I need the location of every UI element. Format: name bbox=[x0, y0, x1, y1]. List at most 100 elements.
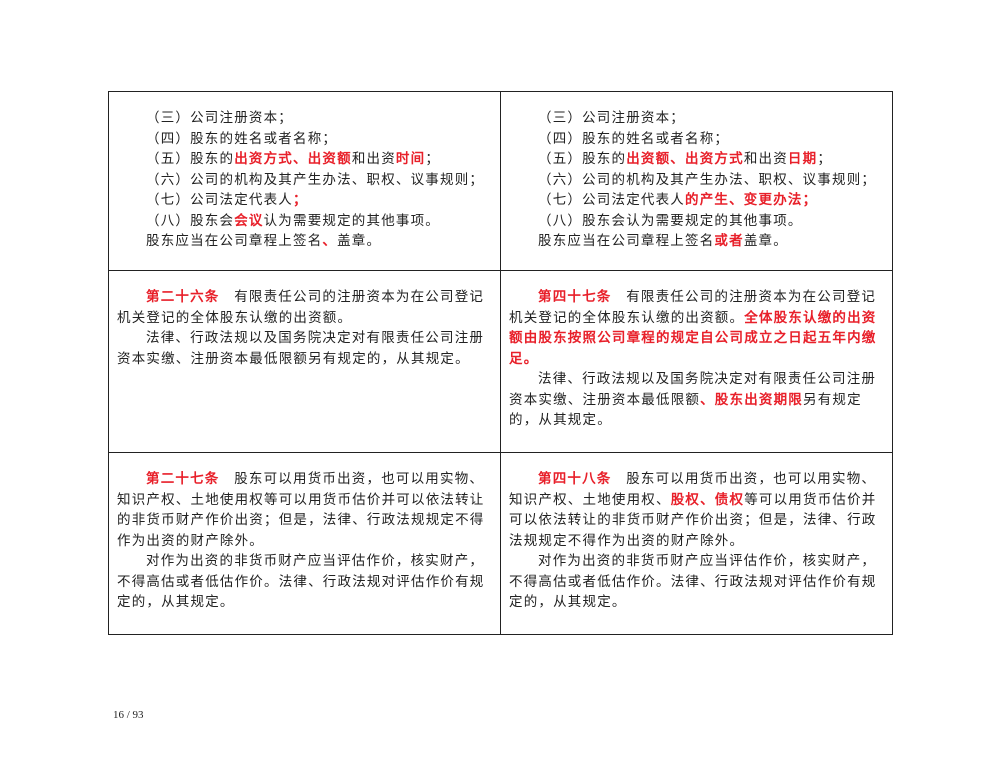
text: 和出资 bbox=[743, 151, 788, 167]
text-line: 资本实缴、注册资本最低限额、股东出资期限另有规定 bbox=[509, 390, 883, 411]
text-line: 第二十六条 有限责任公司的注册资本为在公司登记 bbox=[117, 287, 492, 308]
highlighted-text: 额由股东按照公司章程的规定自公司成立之日起五年内缴 bbox=[509, 330, 877, 346]
text: 可以依法转让的非货币财产作价出资；但是，法律、行政 bbox=[509, 512, 877, 528]
table-row: （三）公司注册资本； （四）股东的姓名或者名称； （五）股东的出资方式、出资额和出资… bbox=[109, 92, 892, 270]
text-line: （三）公司注册资本； bbox=[117, 108, 492, 129]
text: 知识产权、土地使用权等可以用货币估价并可以依法转让 bbox=[117, 491, 485, 508]
text: 机关登记的全体股东认缴的出资额。 bbox=[117, 309, 353, 326]
text-line: 机关登记的全体股东认缴的出资额。 bbox=[117, 308, 492, 329]
text-line: 对作为出资的非货币财产应当评估作价，核实财产， bbox=[509, 551, 883, 572]
text: 对作为出资的非货币财产应当评估作价，核实财产， bbox=[538, 553, 877, 569]
text: （七）公司法定代表人 bbox=[146, 192, 293, 208]
text-line: 不得高估或者低估作价。法律、行政法规对评估作价有规 bbox=[509, 572, 883, 593]
text: （五）股东的 bbox=[146, 151, 235, 167]
old-law-cell: 第二十七条 股东可以用货币出资，也可以用实物、 知识产权、土地使用权等可以用货币估… bbox=[109, 453, 500, 634]
highlighted-text: 第四十八条 bbox=[538, 471, 612, 487]
text-line: （四）股东的姓名或者名称； bbox=[117, 129, 492, 150]
text: （六）公司的机构及其产生办法、职权、议事规则； bbox=[538, 171, 877, 188]
text: ； bbox=[817, 151, 833, 167]
text-line: 机关登记的全体股东认缴的出资额。全体股东认缴的出资 bbox=[509, 308, 883, 329]
text-line: 资本实缴、注册资本最低限额另有规定的，从其规定。 bbox=[117, 349, 492, 370]
text: 定的，从其规定。 bbox=[117, 594, 235, 610]
highlighted-text: 日期 bbox=[787, 151, 818, 167]
text: 股东可以用货币出资，也可以用实物、 bbox=[611, 471, 877, 487]
new-law-cell: 第四十七条 有限责任公司的注册资本为在公司登记 机关登记的全体股东认缴的出资额。全… bbox=[500, 271, 891, 452]
highlighted-text: 全体股东认缴的出资 bbox=[744, 309, 877, 326]
text: （五）股东的 bbox=[538, 151, 627, 167]
text-line: 知识产权、土地使用权等可以用货币估价并可以依法转让 bbox=[117, 490, 492, 511]
text-line: （六）公司的机构及其产生办法、职权、议事规则； bbox=[509, 170, 883, 191]
highlighted-text: 或者 bbox=[714, 233, 744, 249]
text: 定的，从其规定。 bbox=[509, 594, 627, 610]
text: 股东应当在公司章程上签名 bbox=[146, 233, 323, 249]
comparison-table: （三）公司注册资本； （四）股东的姓名或者名称； （五）股东的出资方式、出资额和出资… bbox=[108, 91, 893, 635]
highlighted-text: 股权、债权 bbox=[670, 491, 745, 508]
text-line: 第二十七条 股东可以用货币出资，也可以用实物、 bbox=[117, 469, 492, 490]
text-line: （五）股东的出资额、出资方式和出资日期； bbox=[509, 149, 883, 170]
text: 盖章。 bbox=[337, 233, 382, 249]
table-row: 第二十六条 有限责任公司的注册资本为在公司登记 机关登记的全体股东认缴的出资额。法… bbox=[109, 270, 892, 452]
text: 的，从其规定。 bbox=[509, 412, 612, 428]
text: 法律、行政法规以及国务院决定对有限责任公司注册 bbox=[538, 371, 877, 387]
text-line: 第四十八条 股东可以用货币出资，也可以用实物、 bbox=[509, 469, 883, 490]
text: （七）公司法定代表人 bbox=[538, 192, 685, 208]
text-line: 足。 bbox=[509, 349, 883, 370]
text: 作为出资的财产除外。 bbox=[117, 532, 264, 549]
highlighted-text: ； bbox=[293, 192, 308, 208]
text-line: 对作为出资的非货币财产应当评估作价，核实财产， bbox=[117, 551, 492, 572]
text-line: 股东应当在公司章程上签名、盖章。 bbox=[117, 231, 492, 252]
text: （三）公司注册资本； bbox=[538, 110, 685, 126]
text: 和出资 bbox=[351, 151, 396, 167]
text: 有限责任公司的注册资本为在公司登记 bbox=[611, 289, 877, 305]
page-number: 16 / 93 bbox=[113, 709, 144, 721]
highlighted-text: 、 bbox=[322, 233, 338, 249]
text: 等可以用货币估价并 bbox=[744, 491, 877, 508]
new-law-cell: （三）公司注册资本； （四）股东的姓名或者名称； （五）股东的出资额、出资方式和出资… bbox=[500, 92, 891, 270]
old-law-cell: 第二十六条 有限责任公司的注册资本为在公司登记 机关登记的全体股东认缴的出资额。法… bbox=[109, 271, 500, 452]
highlighted-text: 第四十七条 bbox=[538, 289, 612, 305]
text: 知识产权、土地使用权、 bbox=[509, 491, 671, 508]
table-row: 第二十七条 股东可以用货币出资，也可以用实物、 知识产权、土地使用权等可以用货币估… bbox=[109, 452, 892, 634]
text-line: （八）股东会会议认为需要规定的其他事项。 bbox=[117, 211, 492, 232]
text: 股东应当在公司章程上签名 bbox=[538, 233, 715, 249]
text: 盖章。 bbox=[743, 233, 788, 249]
text: （四）股东的姓名或者名称； bbox=[146, 130, 338, 147]
text-line: 定的，从其规定。 bbox=[117, 592, 492, 613]
text: 法律、行政法规以及国务院决定对有限责任公司注册 bbox=[146, 330, 485, 346]
text-line: 法律、行政法规以及国务院决定对有限责任公司注册 bbox=[509, 369, 883, 390]
text-line: 的，从其规定。 bbox=[509, 410, 883, 431]
text-line: （八）股东会认为需要规定的其他事项。 bbox=[509, 211, 883, 232]
text: 不得高估或者低估作价。法律、行政法规对评估作价有规 bbox=[509, 573, 877, 590]
text-line: （四）股东的姓名或者名称； bbox=[509, 129, 883, 150]
old-law-cell: （三）公司注册资本； （四）股东的姓名或者名称； （五）股东的出资方式、出资额和出资… bbox=[109, 92, 500, 270]
text: ； bbox=[425, 151, 441, 167]
text-line: 作为出资的财产除外。 bbox=[117, 531, 492, 552]
text: 认为需要规定的其他事项。 bbox=[263, 212, 441, 229]
text-line: 第四十七条 有限责任公司的注册资本为在公司登记 bbox=[509, 287, 883, 308]
text: 不得高估或者低估作价。法律、行政法规对评估作价有规 bbox=[117, 573, 485, 590]
text: 另有规定 bbox=[803, 391, 862, 408]
text: 法规规定不得作为出资的财产除外。 bbox=[509, 532, 745, 549]
highlighted-text: 第二十七条 bbox=[146, 471, 220, 487]
text-line: 额由股东按照公司章程的规定自公司成立之日起五年内缴 bbox=[509, 328, 883, 349]
text-line: 知识产权、土地使用权、股权、债权等可以用货币估价并 bbox=[509, 490, 883, 511]
text: 股东可以用货币出资，也可以用实物、 bbox=[219, 471, 485, 487]
highlighted-text: 足。 bbox=[509, 350, 539, 367]
text-line: 法规规定不得作为出资的财产除外。 bbox=[509, 531, 883, 552]
text-line: （六）公司的机构及其产生办法、职权、议事规则； bbox=[117, 170, 492, 191]
text-line: （五）股东的出资方式、出资额和出资时间； bbox=[117, 149, 492, 170]
highlighted-text: 的产生、变更办法； bbox=[685, 192, 818, 208]
text-line: 可以依法转让的非货币财产作价出资；但是，法律、行政 bbox=[509, 510, 883, 531]
text: 有限责任公司的注册资本为在公司登记 bbox=[219, 289, 485, 305]
text-line: 的非货币财产作价出资；但是，法律、行政法规规定不得 bbox=[117, 510, 492, 531]
text: （八）股东会认为需要规定的其他事项。 bbox=[538, 212, 803, 229]
text-line: （三）公司注册资本； bbox=[509, 108, 883, 129]
text: （八）股东会 bbox=[146, 212, 235, 229]
highlighted-text: 、股东出资期限 bbox=[700, 391, 804, 408]
text: 资本实缴、注册资本最低限额 bbox=[509, 391, 701, 408]
text: 机关登记的全体股东认缴的出资额。 bbox=[509, 309, 745, 326]
text-line: 法律、行政法规以及国务院决定对有限责任公司注册 bbox=[117, 328, 492, 349]
text-line: （七）公司法定代表人； bbox=[117, 190, 492, 211]
highlighted-text: 时间 bbox=[395, 151, 426, 167]
text-line: （七）公司法定代表人的产生、变更办法； bbox=[509, 190, 883, 211]
